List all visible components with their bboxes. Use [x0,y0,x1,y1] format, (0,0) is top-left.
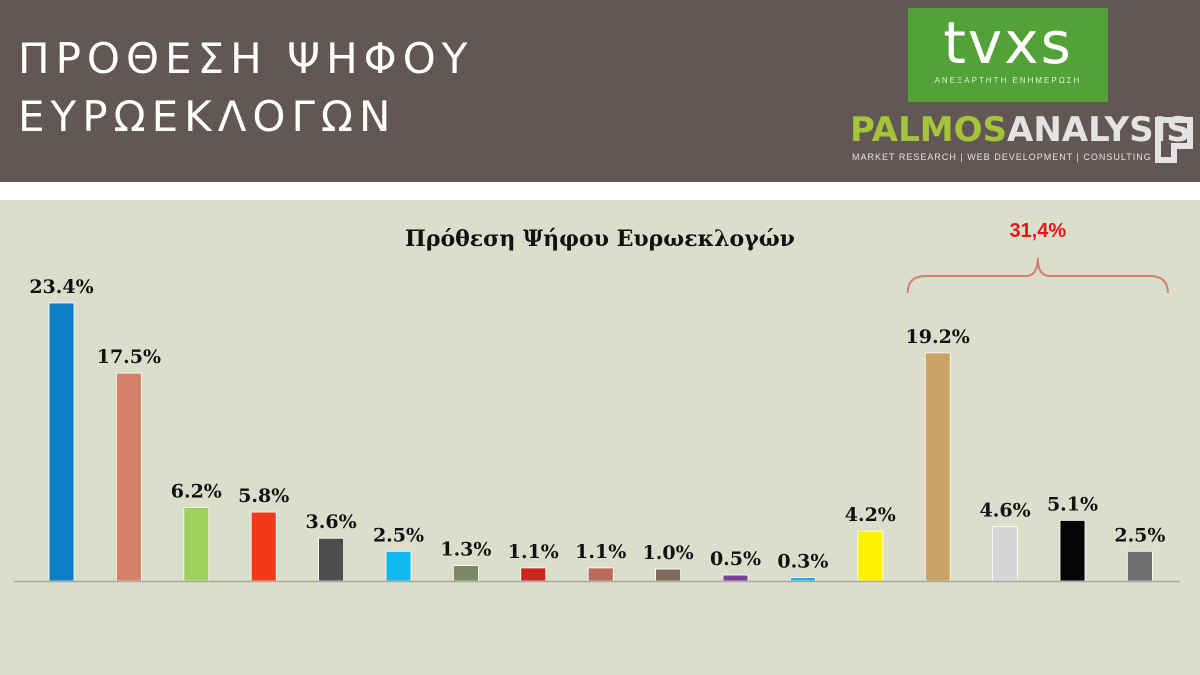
bar-8 [520,567,547,582]
palmos-square-icon [1155,117,1193,163]
bar-12 [790,577,816,582]
bar-17 [1127,550,1153,582]
palmos-analysis-logo: PALMOSANALYSIS MARKET RESEARCH | WEB DEV… [850,110,1200,178]
bar-11 [722,574,749,582]
bar-value-label-9: 1.1% [575,541,626,563]
header-banner: ΠΡΟΘΕΣΗ ΨΗΦΟΥ ΕΥΡΩΕΚΛΟΓΩΝ tvxs ΑΝΕΞΑΡΤΗΤ… [0,0,1200,182]
bar-value-label-15: 4.6% [980,499,1031,521]
group-bracket [906,257,1169,294]
bar-value-label-5: 3.6% [306,511,357,533]
bar-6 [385,550,412,582]
bar-16 [1059,520,1086,582]
tvxs-logo-tagline: ΑΝΕΞΑΡΤΗΤΗ ΕΝΗΜΕΡΩΣΗ [934,76,1082,85]
bar-value-label-11: 0.5% [710,548,761,570]
palmos-logo-word-1: PALMOS [850,110,1008,150]
bar-15 [992,525,1018,582]
bar-value-label-4: 5.8% [238,485,289,507]
tvxs-logo-text: tvxs [943,9,1073,77]
bar-1 [48,302,75,582]
group-bracket-label: 31,4% [1009,220,1067,242]
chart-panel [0,200,1200,675]
bar-14 [924,352,951,582]
bar-value-label-17: 2.5% [1114,524,1165,546]
bar-value-label-3: 6.2% [171,480,222,502]
bar-3 [183,506,210,582]
bar-value-label-1: 23.4% [29,276,93,298]
bar-4 [250,511,277,582]
page-title-line-2: ΕΥΡΩΕΚΛΟΓΩΝ [18,92,397,141]
bars-layer [48,302,1153,582]
bar-value-label-2: 17.5% [97,346,161,368]
bar-10 [655,568,681,582]
bar-value-label-13: 4.2% [845,504,896,526]
bar-value-label-8: 1.1% [508,541,559,563]
page-title-line-1: ΠΡΟΘΕΣΗ ΨΗΦΟΥ [18,34,474,83]
bar-value-label-12: 0.3% [777,550,828,572]
page-title: ΠΡΟΘΕΣΗ ΨΗΦΟΥ ΕΥΡΩΕΚΛΟΓΩΝ [18,30,473,146]
bar-value-label-16: 5.1% [1047,493,1098,515]
bar-value-label-6: 2.5% [373,524,424,546]
bar-7 [452,565,479,582]
bar-value-label-7: 1.3% [440,539,491,561]
tvxs-logo: tvxs ΑΝΕΞΑΡΤΗΤΗ ΕΝΗΜΕΡΩΣΗ [908,8,1108,102]
bar-2 [116,372,142,582]
bar-value-label-10: 1.0% [643,542,694,564]
value-labels-layer: 23.4% 17.5% 6.2% 5.8% 3.6% 2.5% 1.3% 1.1% 1.1% 1.… [29,276,1165,572]
palmos-logo-tagline: MARKET RESEARCH | WEB DEVELOPMENT | CONS… [852,152,1152,162]
bar-9 [587,567,614,582]
bar-13 [857,530,884,582]
bar-5 [318,537,345,582]
bar-value-label-14: 19.2% [906,326,970,348]
chart-title: Πρόθεση Ψήφου Ευρωεκλογών [405,226,795,252]
